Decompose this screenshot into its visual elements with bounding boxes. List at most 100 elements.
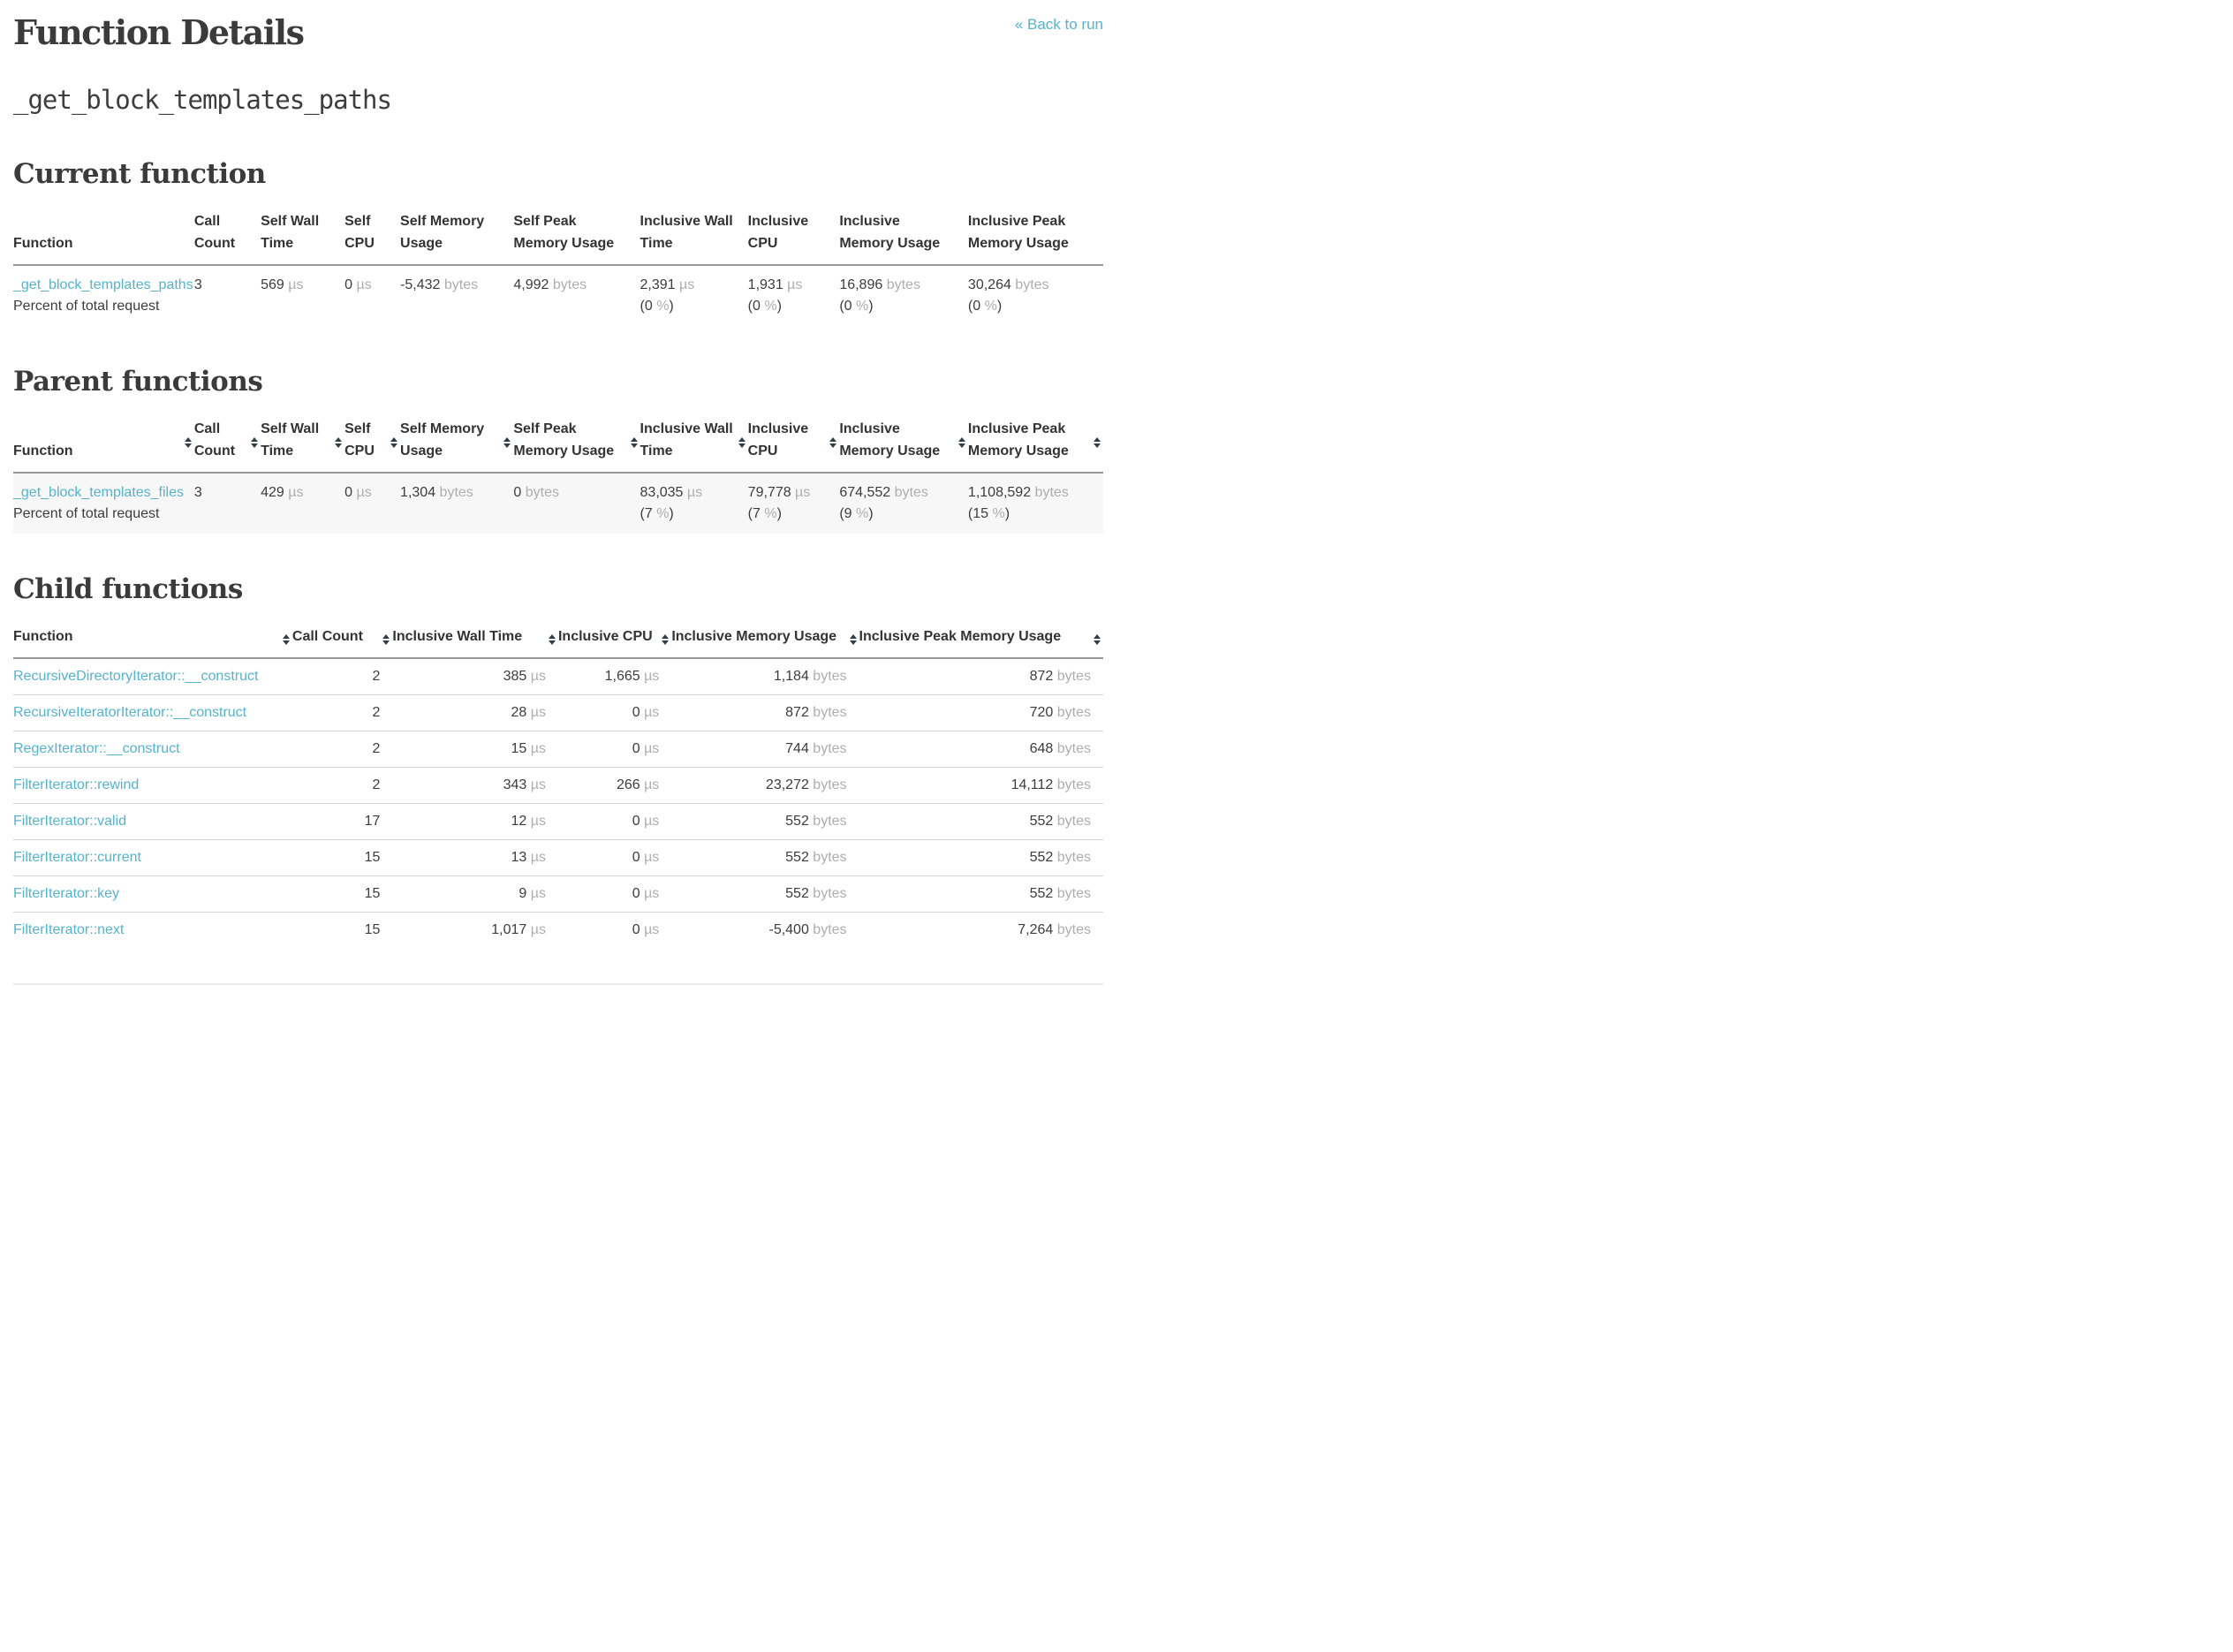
metric-cell: 3	[194, 265, 261, 326]
metric-cell: 1,665 µs	[558, 658, 671, 695]
function-link[interactable]: FilterIterator::current	[13, 849, 141, 865]
metric-value: 0 µs	[632, 740, 660, 756]
metric-unit: bytes	[1053, 777, 1091, 792]
function-link[interactable]: FilterIterator::valid	[13, 813, 127, 829]
metric-value: 343 µs	[503, 777, 546, 792]
metric-value: 15	[364, 849, 381, 865]
sort-icon[interactable]	[382, 633, 390, 645]
metric-unit: µs	[284, 484, 304, 500]
column-header: Self Wall Time	[261, 206, 344, 265]
metric-cell: 744 bytes	[671, 730, 859, 768]
sort-icon[interactable]	[630, 436, 639, 448]
metric-value: 0 µs	[632, 885, 660, 901]
function-link[interactable]: FilterIterator::key	[13, 885, 120, 901]
footer-divider	[13, 982, 1103, 985]
sort-icon[interactable]	[548, 633, 556, 645]
sort-icon[interactable]	[282, 633, 291, 645]
metric-cell: 15 µs	[392, 730, 558, 768]
metric-cell: 0 µs	[557, 838, 672, 876]
column-header: Self Memory Usage	[400, 206, 513, 265]
sort-icon[interactable]	[1094, 633, 1101, 645]
column-header[interactable]: Call Count	[292, 621, 393, 658]
function-cell: _get_block_templates_paths Percent of tot…	[13, 265, 194, 326]
metric-cell: 2	[292, 658, 393, 695]
metric-percent: (9 %)	[839, 505, 874, 521]
table-header: Function Call Count Self Wall Time Self CPU…	[13, 413, 1103, 473]
back-to-run-link[interactable]: « Back to run	[1014, 16, 1103, 33]
column-header[interactable]: Function	[13, 413, 194, 473]
metric-unit: bytes	[1053, 885, 1091, 901]
sort-icon[interactable]	[184, 436, 193, 448]
column-header[interactable]: Self CPU	[344, 413, 400, 473]
metric-percent: (15 %)	[967, 505, 1011, 521]
column-header-label: Inclusive CPU	[747, 214, 809, 251]
column-header[interactable]: Self Memory Usage	[400, 413, 513, 473]
sort-icon[interactable]	[335, 436, 343, 448]
metric-unit: µs	[526, 740, 546, 756]
metric-unit: µs	[675, 277, 695, 292]
sort-icon[interactable]	[738, 436, 746, 448]
column-header[interactable]: Inclusive Wall Time	[392, 621, 558, 658]
sort-icon[interactable]	[251, 436, 259, 448]
metric-cell: 552 bytes	[859, 838, 1103, 876]
metric-percent: (0 %)	[747, 298, 782, 314]
current-function-table: Function Call Count Self Wall Time Self CPU…	[13, 206, 1103, 326]
function-link[interactable]: _get_block_templates_files	[13, 484, 185, 500]
function-link[interactable]: FilterIterator::rewind	[13, 777, 140, 792]
metric-percent: (0 %)	[839, 298, 874, 314]
metric-value: 552 bytes	[1029, 813, 1091, 829]
column-header-label: Inclusive Wall Time	[392, 629, 523, 645]
metric-unit: bytes	[549, 277, 587, 292]
column-header-label: Inclusive CPU	[557, 629, 653, 645]
column-header-label: Function	[13, 443, 73, 458]
table-row: FilterIterator::valid 17 12 µs 0 µs 552 byte…	[13, 802, 1103, 840]
metric-cell: 17	[291, 802, 393, 840]
metric-value: 648 bytes	[1029, 740, 1091, 756]
metric-cell: 2	[291, 766, 393, 804]
column-header[interactable]: Inclusive Peak Memory Usage	[968, 413, 1103, 473]
function-link[interactable]: RegexIterator::__construct	[13, 740, 180, 756]
metric-unit: bytes	[808, 740, 847, 756]
column-header: Inclusive Peak Memory Usage	[968, 206, 1103, 265]
metric-cell: 15	[291, 875, 393, 913]
sort-icon[interactable]	[958, 436, 966, 448]
metric-value: 9 µs	[519, 885, 546, 901]
metric-value: 28 µs	[511, 704, 546, 720]
column-header[interactable]: Inclusive Memory Usage	[671, 621, 859, 658]
metric-value: 16,896 bytes	[839, 277, 920, 292]
column-header-label: Inclusive Wall Time	[640, 421, 733, 458]
column-header[interactable]: Inclusive Memory Usage	[839, 413, 968, 473]
metric-unit: µs	[526, 813, 546, 829]
page-title: Function Details	[13, 12, 305, 52]
metric-cell: 569 µs	[261, 265, 344, 326]
function-link[interactable]: RecursiveIteratorIterator::__construct	[13, 704, 247, 720]
column-header[interactable]: Self Wall Time	[261, 413, 344, 473]
function-link[interactable]: FilterIterator::next	[13, 921, 125, 937]
sort-icon[interactable]	[829, 436, 837, 448]
column-header[interactable]: Inclusive Peak Memory Usage	[859, 621, 1103, 658]
sort-icon[interactable]	[390, 436, 398, 448]
sort-icon[interactable]	[503, 436, 511, 448]
column-header[interactable]: Function	[13, 621, 292, 658]
column-header[interactable]: Inclusive Wall Time	[640, 413, 748, 473]
column-header-label: Call Count	[291, 629, 363, 645]
sort-icon[interactable]	[662, 633, 670, 645]
metric-value: 12 µs	[511, 813, 546, 829]
column-header[interactable]: Self Peak Memory Usage	[513, 413, 640, 473]
metric-cell: -5,400 bytes	[671, 911, 859, 948]
metric-unit: bytes	[435, 484, 473, 500]
metric-unit: bytes	[1053, 813, 1091, 829]
metric-value: 569 µs	[261, 277, 304, 292]
column-header[interactable]: Inclusive CPU	[558, 621, 671, 658]
metric-unit: bytes	[521, 484, 559, 500]
metric-value: 0 µs	[632, 849, 660, 865]
column-header[interactable]: Call Count	[194, 413, 261, 473]
table-row: FilterIterator::key 15 9 µs 0 µs 552 bytes 55…	[13, 875, 1103, 913]
metric-unit: bytes	[1053, 668, 1091, 684]
column-header[interactable]: Inclusive CPU	[748, 413, 840, 473]
function-link[interactable]: RecursiveDirectoryIterator::__construct	[13, 668, 259, 684]
sort-icon[interactable]	[849, 633, 858, 645]
metric-unit: bytes	[1053, 921, 1091, 937]
function-link[interactable]: _get_block_templates_paths	[13, 277, 193, 292]
sort-icon[interactable]	[1094, 436, 1101, 448]
